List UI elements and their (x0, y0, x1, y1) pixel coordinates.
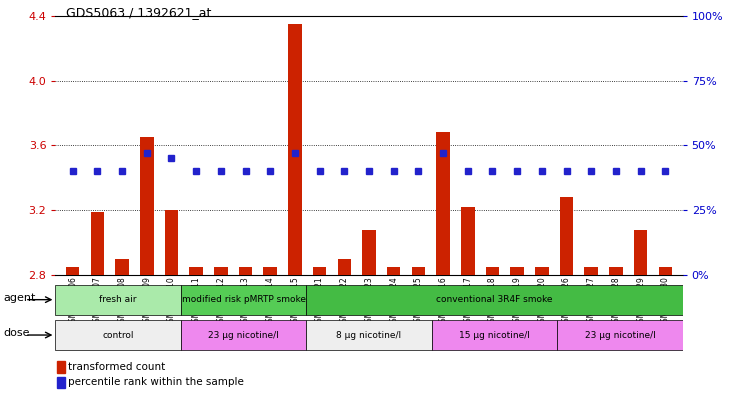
Bar (486, 267, 500, 275)
Bar (557, 320, 683, 350)
Bar (313, 267, 326, 275)
Bar (115, 259, 129, 275)
Bar (165, 210, 178, 275)
Bar (658, 267, 672, 275)
Text: agent: agent (4, 293, 36, 303)
Text: control: control (103, 331, 134, 340)
Bar (560, 197, 573, 275)
Bar (432, 320, 557, 350)
Bar (190, 267, 203, 275)
Bar (306, 285, 683, 315)
Text: modified risk pMRTP smoke: modified risk pMRTP smoke (182, 295, 306, 304)
Bar (306, 320, 432, 350)
Text: dose: dose (4, 329, 30, 338)
Bar (288, 24, 302, 275)
Bar (387, 267, 401, 275)
Bar (609, 267, 623, 275)
Bar (461, 207, 475, 275)
Bar (584, 267, 598, 275)
Text: percentile rank within the sample: percentile rank within the sample (68, 377, 244, 387)
Text: 23 μg nicotine/l: 23 μg nicotine/l (584, 331, 655, 340)
Bar (91, 212, 104, 275)
Bar (263, 267, 277, 275)
Bar (337, 259, 351, 275)
Bar (55, 285, 181, 315)
Bar (362, 230, 376, 275)
Text: GDS5063 / 1392621_at: GDS5063 / 1392621_at (66, 6, 212, 19)
Bar (238, 267, 252, 275)
Text: fresh air: fresh air (100, 295, 137, 304)
Bar (214, 267, 227, 275)
Bar (436, 132, 450, 275)
Bar (55, 320, 181, 350)
Bar (412, 267, 425, 275)
Text: 15 μg nicotine/l: 15 μg nicotine/l (459, 331, 530, 340)
Text: 23 μg nicotine/l: 23 μg nicotine/l (208, 331, 279, 340)
Bar (511, 267, 524, 275)
Bar (535, 267, 548, 275)
Bar (181, 320, 306, 350)
Text: transformed count: transformed count (68, 362, 165, 372)
Bar (634, 230, 647, 275)
Bar (140, 137, 154, 275)
Bar (57, 361, 65, 373)
Text: conventional 3R4F smoke: conventional 3R4F smoke (436, 295, 553, 304)
Bar (57, 376, 65, 388)
Bar (66, 267, 80, 275)
Text: 8 μg nicotine/l: 8 μg nicotine/l (337, 331, 401, 340)
Bar (181, 285, 306, 315)
